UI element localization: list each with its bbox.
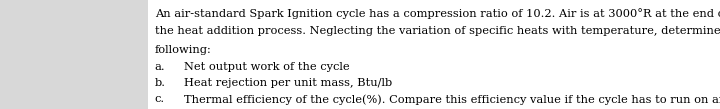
Text: Heat rejection per unit mass, Btu/lb: Heat rejection per unit mass, Btu/lb (184, 78, 392, 88)
Text: following:: following: (155, 45, 212, 55)
Text: An air-standard Spark Ignition cycle has a compression ratio of 10.2. Air is at : An air-standard Spark Ignition cycle has… (155, 8, 720, 19)
Text: a.: a. (155, 62, 166, 72)
Text: c.: c. (155, 94, 165, 104)
Text: Thermal efficiency of the cycle(%). Compare this efficiency value if the cycle h: Thermal efficiency of the cycle(%). Comp… (184, 94, 720, 105)
Text: Net output work of the cycle: Net output work of the cycle (184, 62, 349, 72)
Text: b.: b. (155, 78, 166, 88)
Text: the heat addition process. Neglecting the variation of specific heats with tempe: the heat addition process. Neglecting th… (155, 26, 720, 36)
Bar (148, 0, 720, 109)
